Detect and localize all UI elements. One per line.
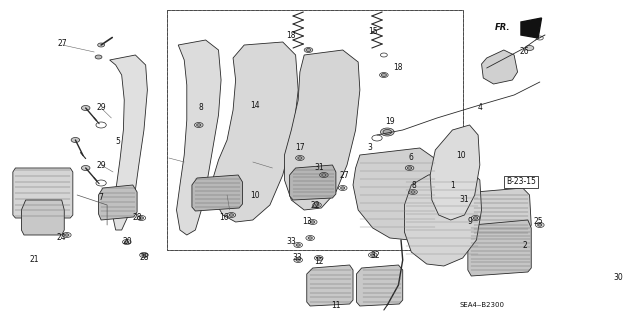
Polygon shape xyxy=(356,265,403,306)
Circle shape xyxy=(383,130,392,135)
Circle shape xyxy=(81,106,90,110)
Text: 13: 13 xyxy=(302,218,312,226)
Circle shape xyxy=(298,157,302,159)
Circle shape xyxy=(322,174,326,176)
Polygon shape xyxy=(284,50,360,210)
Circle shape xyxy=(371,254,375,256)
Text: 3: 3 xyxy=(368,144,372,152)
Circle shape xyxy=(296,259,300,261)
Text: 21: 21 xyxy=(29,256,39,264)
Text: 24: 24 xyxy=(57,234,67,242)
Circle shape xyxy=(140,217,143,219)
Circle shape xyxy=(196,124,201,126)
Text: 11: 11 xyxy=(331,300,340,309)
Circle shape xyxy=(65,234,69,236)
Circle shape xyxy=(142,254,146,256)
Text: 10: 10 xyxy=(456,151,466,160)
Circle shape xyxy=(380,128,394,136)
Polygon shape xyxy=(13,168,73,218)
Polygon shape xyxy=(290,165,336,200)
Text: 14: 14 xyxy=(250,100,260,109)
Circle shape xyxy=(95,55,102,59)
Text: 18: 18 xyxy=(287,32,296,41)
Text: 8: 8 xyxy=(199,103,204,113)
Text: 32: 32 xyxy=(371,250,380,259)
Text: 31: 31 xyxy=(314,164,324,173)
Polygon shape xyxy=(470,188,531,240)
Text: 1: 1 xyxy=(450,181,455,189)
Circle shape xyxy=(125,241,129,243)
Polygon shape xyxy=(99,185,137,220)
Circle shape xyxy=(315,204,319,206)
Polygon shape xyxy=(109,55,147,230)
Text: 10: 10 xyxy=(250,190,260,199)
Text: 27: 27 xyxy=(340,170,349,180)
Circle shape xyxy=(616,274,621,276)
Circle shape xyxy=(310,221,315,223)
Circle shape xyxy=(98,43,104,47)
Text: 33: 33 xyxy=(292,254,302,263)
Polygon shape xyxy=(21,200,64,235)
Text: 18: 18 xyxy=(394,63,403,72)
Circle shape xyxy=(639,247,640,249)
Text: 4: 4 xyxy=(477,103,483,113)
Polygon shape xyxy=(481,50,518,84)
Text: 30: 30 xyxy=(614,273,623,283)
Text: FR.: FR. xyxy=(494,24,510,33)
Circle shape xyxy=(317,257,321,259)
Circle shape xyxy=(474,217,477,219)
Circle shape xyxy=(411,191,415,193)
Circle shape xyxy=(308,237,312,239)
Polygon shape xyxy=(192,175,243,211)
Circle shape xyxy=(538,224,542,226)
Text: 26: 26 xyxy=(520,48,529,56)
Text: 33: 33 xyxy=(287,238,296,247)
Circle shape xyxy=(525,46,534,50)
Circle shape xyxy=(340,187,345,189)
Text: 19: 19 xyxy=(385,117,395,127)
Polygon shape xyxy=(212,42,298,222)
Text: 25: 25 xyxy=(533,218,543,226)
Text: 28: 28 xyxy=(140,254,148,263)
Polygon shape xyxy=(177,40,221,235)
Polygon shape xyxy=(430,125,480,220)
Text: 9: 9 xyxy=(467,218,472,226)
Circle shape xyxy=(229,214,234,216)
Text: 15: 15 xyxy=(368,27,378,36)
Polygon shape xyxy=(521,18,541,38)
Text: 31: 31 xyxy=(460,196,469,204)
Circle shape xyxy=(296,244,300,246)
Polygon shape xyxy=(353,148,442,240)
Text: 5: 5 xyxy=(116,137,121,146)
Text: 22: 22 xyxy=(310,201,320,210)
Text: 20: 20 xyxy=(122,238,132,247)
Circle shape xyxy=(81,166,90,170)
Circle shape xyxy=(408,167,412,169)
Text: 29: 29 xyxy=(96,160,106,169)
Text: 12: 12 xyxy=(314,257,323,266)
Text: 16: 16 xyxy=(220,213,229,222)
Polygon shape xyxy=(307,265,353,306)
Text: 17: 17 xyxy=(295,144,305,152)
Text: 28: 28 xyxy=(132,213,142,222)
Text: B-23-15: B-23-15 xyxy=(506,177,536,187)
Text: 6: 6 xyxy=(409,153,413,162)
Text: SEA4‒B2300: SEA4‒B2300 xyxy=(459,302,504,308)
Circle shape xyxy=(381,73,387,77)
Text: 29: 29 xyxy=(96,103,106,113)
Text: 2: 2 xyxy=(522,241,527,249)
Text: 7: 7 xyxy=(99,194,104,203)
Text: 27: 27 xyxy=(58,40,67,48)
Polygon shape xyxy=(404,170,481,266)
Text: 8: 8 xyxy=(412,181,416,189)
Polygon shape xyxy=(468,220,531,276)
Circle shape xyxy=(71,137,80,143)
Circle shape xyxy=(306,48,311,51)
